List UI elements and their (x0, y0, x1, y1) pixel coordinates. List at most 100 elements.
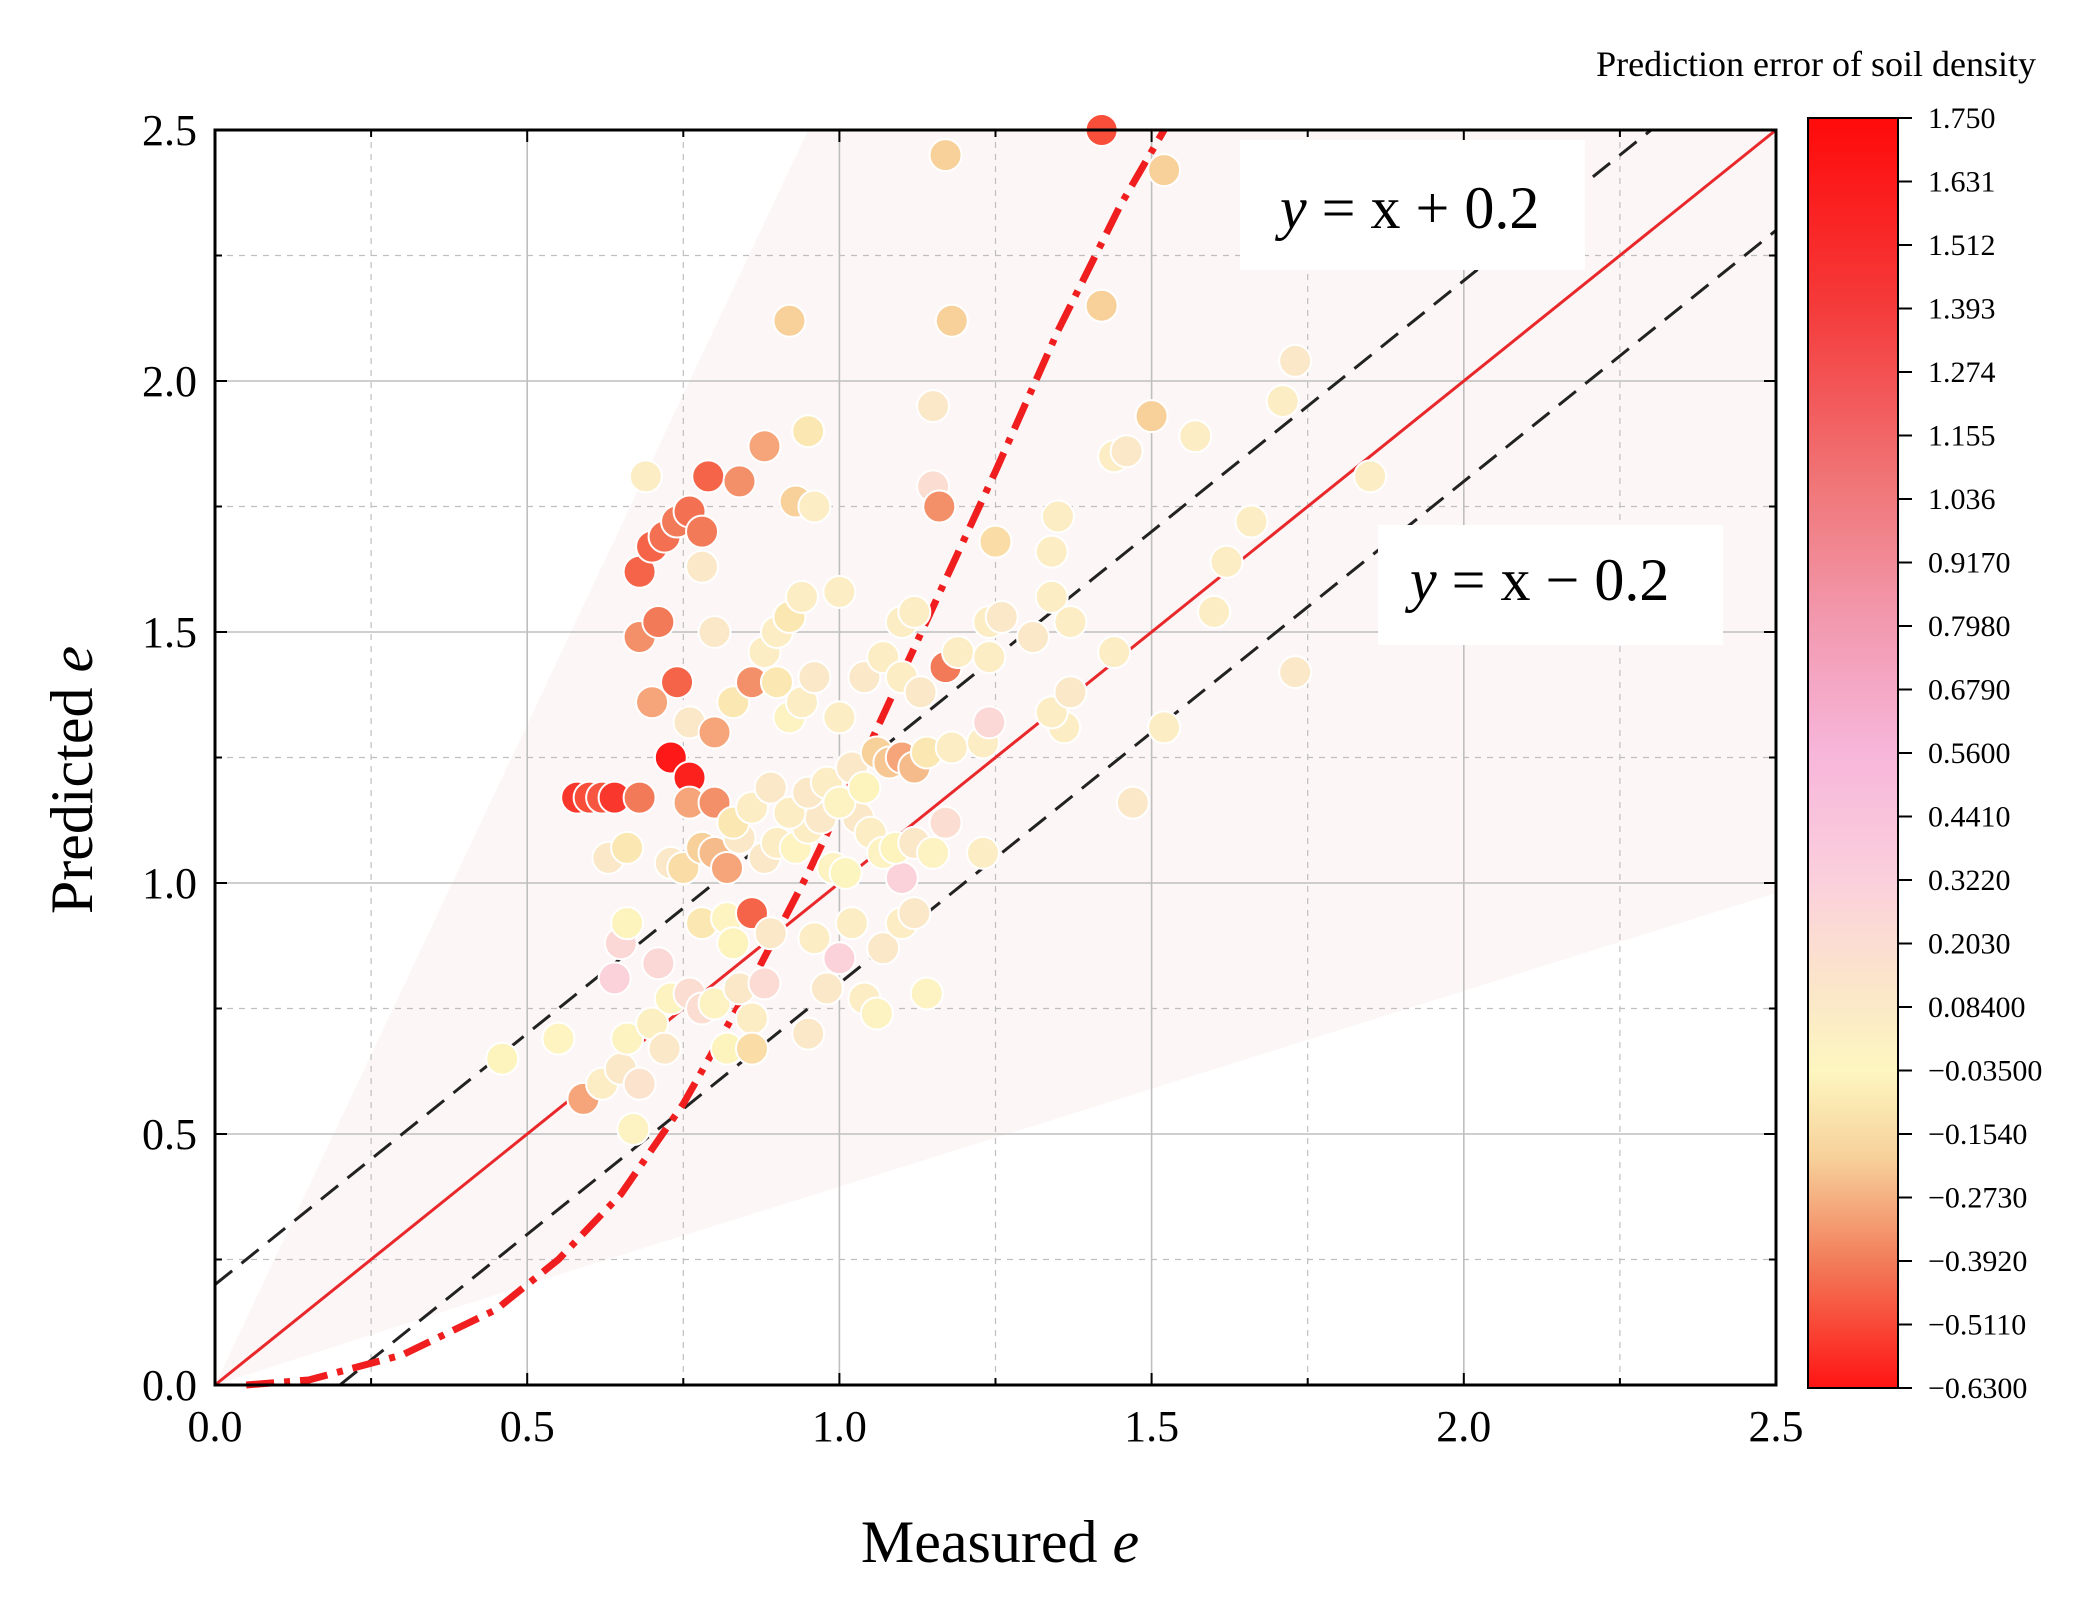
colorbar-tick-label: 1.155 (1928, 420, 1996, 453)
annotation-upper-box (1240, 140, 1585, 270)
data-point (966, 835, 1001, 870)
data-point (797, 921, 832, 956)
colorbar-tick-label: 1.393 (1928, 293, 1996, 326)
data-point (859, 996, 894, 1031)
data-point (922, 489, 957, 524)
data-point (1053, 604, 1088, 639)
reference-line-0 (214, 128, 1777, 1387)
data-point (1353, 459, 1388, 494)
data-point (641, 946, 676, 981)
data-point (597, 961, 632, 996)
data-point (1265, 384, 1300, 419)
data-point (541, 1021, 576, 1056)
data-point (772, 303, 807, 338)
data-point (641, 604, 676, 639)
data-point (485, 1041, 520, 1076)
y-tick-label: 1.0 (142, 859, 197, 908)
data-point (1147, 153, 1182, 188)
data-point (1084, 288, 1119, 323)
colorbar-tick-label: 0.6790 (1928, 674, 2011, 707)
colorbar-tick-label: 0.3220 (1928, 864, 2011, 897)
reference-line-2 (338, 229, 1777, 1387)
data-point (1034, 579, 1069, 614)
data-point (1278, 343, 1313, 378)
x-axis-title: Measured e (861, 1509, 1139, 1575)
data-point (1234, 504, 1269, 539)
data-point (928, 138, 963, 173)
data-point (753, 916, 788, 951)
colorbar-tick-label: 0.2030 (1928, 928, 2011, 961)
x-tick-label: 0.5 (500, 1402, 555, 1451)
colorbar-tick-label: −0.1540 (1928, 1118, 2027, 1151)
data-point (710, 850, 745, 885)
data-point (1040, 499, 1075, 534)
data-point (622, 1066, 657, 1101)
annotation-upper: y = x + 0.2 (1274, 175, 1539, 241)
data-point (610, 906, 645, 941)
reference-line-1 (214, 128, 1653, 1286)
y-axis-title-var: e (39, 646, 105, 673)
data-point (916, 835, 951, 870)
data-point (1109, 434, 1144, 469)
data-point (660, 665, 695, 700)
x-axis-title-text: Measured (861, 1509, 1098, 1575)
colorbar-title: Prediction error of soil density (1596, 44, 2036, 84)
data-point (747, 966, 782, 1001)
colorbar-tick-label: −0.5110 (1928, 1309, 2026, 1342)
data-point (972, 640, 1007, 675)
data-point (784, 579, 819, 614)
x-tick-label: 0.0 (188, 1402, 243, 1451)
y-tick-label: 0.5 (142, 1110, 197, 1159)
x-tick-label: 2.5 (1749, 1402, 1804, 1451)
data-point (685, 549, 720, 584)
data-point (1053, 675, 1088, 710)
data-point (628, 459, 663, 494)
data-point (903, 675, 938, 710)
data-point (934, 730, 969, 765)
data-point (834, 906, 869, 941)
data-point (972, 705, 1007, 740)
data-point (916, 389, 951, 424)
data-point (1209, 544, 1244, 579)
colorbar-tick-label: 1.512 (1928, 229, 1996, 262)
data-point (866, 931, 901, 966)
data-point (797, 489, 832, 524)
annotation-lower-rest: = x − 0.2 (1437, 547, 1670, 613)
y-tick-label: 0.0 (142, 1361, 197, 1410)
data-point (1147, 710, 1182, 745)
data-point (635, 685, 670, 720)
data-point (897, 594, 932, 629)
data-point (610, 830, 645, 865)
data-point (828, 855, 863, 890)
data-point (685, 514, 720, 549)
x-tick-label: 1.5 (1124, 1402, 1179, 1451)
colorbar-tick-label: 1.631 (1928, 166, 1996, 199)
colorbar-tick-label: 0.5600 (1928, 737, 2011, 770)
data-point (1097, 635, 1132, 670)
colorbar-ticks: 1.750 1.631 1.512 1.393 1.274 1.155 1.036 0.917… (1898, 102, 2042, 1405)
colorbar-tick-label: 1.750 (1928, 102, 1996, 135)
data-point (734, 1031, 769, 1066)
data-point (734, 1001, 769, 1036)
axis-ticks: 0.0 0.5 1.0 1.5 2.0 2.5 0.0 0.5 1.0 1.5 2.0 2.5 (142, 106, 1804, 1451)
annotation-upper-var: y (1274, 175, 1307, 241)
data-point (984, 599, 1019, 634)
colorbar-tick-label: 0.9170 (1928, 547, 2011, 580)
data-point (928, 805, 963, 840)
annotation-lower-box (1378, 525, 1723, 645)
data-point (822, 785, 857, 820)
colorbar-tick-label: 1.274 (1928, 356, 1996, 389)
data-point (941, 635, 976, 670)
data-point (759, 665, 794, 700)
y-tick-label: 2.0 (142, 357, 197, 406)
annotation-lower-var: y (1404, 547, 1437, 613)
colorbar-tick-label: 0.08400 (1928, 991, 2026, 1024)
data-point (622, 780, 657, 815)
data-point (897, 896, 932, 931)
data-point (822, 941, 857, 976)
data-point (809, 971, 844, 1006)
colorbar-tick-label: −0.03500 (1928, 1055, 2042, 1088)
colorbar-tick-label: 0.7980 (1928, 610, 2011, 643)
colorbar (1807, 117, 1899, 1389)
